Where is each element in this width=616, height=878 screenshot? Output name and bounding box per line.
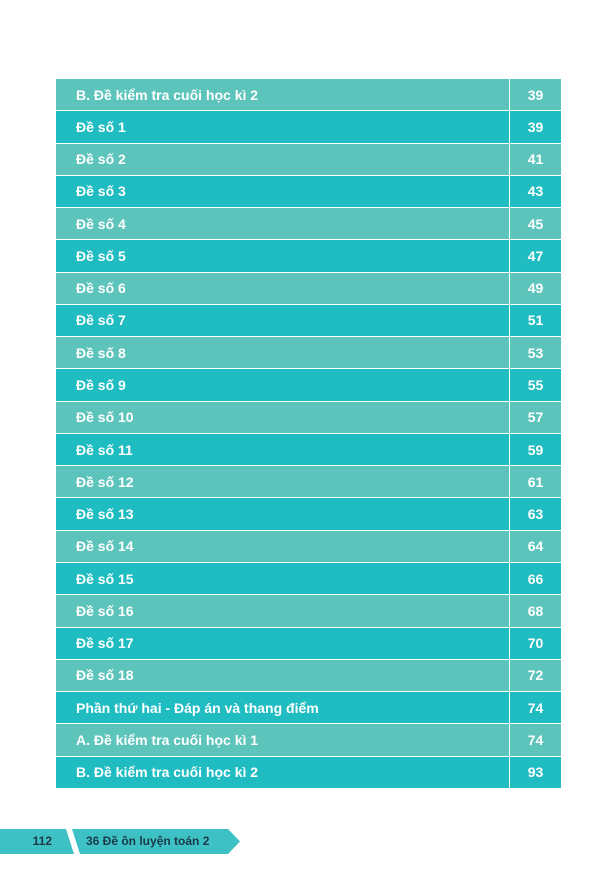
page-ref: 74 — [509, 723, 562, 757]
toc-row: Đề số 5 47 — [55, 239, 562, 273]
page-ref: 43 — [509, 174, 562, 209]
toc-row: Đề số 16 68 — [55, 594, 562, 628]
toc-row: A. Đề kiểm tra cuối học kì 1 74 — [55, 723, 562, 757]
entry-title: Đề số 5 — [55, 239, 510, 273]
toc-row: Đề số 15 66 — [55, 561, 562, 596]
entry-title: Đề số 14 — [55, 529, 510, 563]
toc-row: Đề số 4 45 — [55, 207, 562, 241]
page-ref: 49 — [509, 271, 562, 305]
entry-title: Đề số 11 — [55, 432, 510, 467]
page-ref: 55 — [509, 368, 562, 402]
entry-title: Đề số 18 — [55, 658, 510, 693]
page-ref: 41 — [509, 142, 562, 176]
toc-row: Đề số 8 53 — [55, 336, 562, 370]
toc-row: Phần thứ hai - Đáp án và thang điểm 74 — [55, 691, 562, 725]
toc-row: Đề số 7 51 — [55, 303, 562, 338]
page-ref: 57 — [509, 400, 562, 434]
toc-row: Đề số 2 41 — [55, 142, 562, 176]
page-ref: 68 — [509, 594, 562, 628]
toc-row: Đề số 14 64 — [55, 529, 562, 563]
entry-title: Đề số 10 — [55, 400, 510, 434]
page-number: 112 — [33, 834, 53, 848]
entry-title: Đề số 1 — [55, 110, 510, 144]
page-ref: 63 — [509, 497, 562, 531]
entry-title: Đề số 4 — [55, 207, 510, 241]
toc-row: Đề số 17 70 — [55, 626, 562, 660]
page-ref: 53 — [509, 336, 562, 370]
toc-row: Đề số 9 55 — [55, 368, 562, 402]
entry-title: Đề số 15 — [55, 561, 510, 596]
page-ref: 66 — [509, 561, 562, 596]
toc-row: Đề số 1 39 — [55, 110, 562, 144]
toc-row: Đề số 12 61 — [55, 465, 562, 499]
page-number-tab — [0, 829, 74, 854]
entry-title: Đề số 9 — [55, 368, 510, 402]
toc-row: Đề số 11 59 — [55, 432, 562, 467]
entry-title: Đề số 2 — [55, 142, 510, 176]
page-ref: 72 — [509, 658, 562, 693]
book-title: 36 Đề ôn luyện toán 2 — [86, 834, 210, 848]
entry-title: Đề số 12 — [55, 465, 510, 499]
entry-title: Đề số 3 — [55, 174, 510, 209]
toc-row: B. Đề kiểm tra cuối học kì 2 93 — [55, 755, 562, 789]
toc-row: Đề số 10 57 — [55, 400, 562, 434]
entry-title: Đề số 13 — [55, 497, 510, 531]
entry-title: B. Đề kiểm tra cuối học kì 2 — [55, 77, 510, 112]
entry-title: A. Đề kiểm tra cuối học kì 1 — [55, 723, 510, 757]
page-ref: 39 — [509, 77, 562, 112]
toc-row: Đề số 13 63 — [55, 497, 562, 531]
page-ref: 93 — [509, 755, 562, 789]
page-ref: 39 — [509, 110, 562, 144]
page-ref: 74 — [509, 691, 562, 725]
page-ref: 59 — [509, 432, 562, 467]
entry-title: B. Đề kiểm tra cuối học kì 2 — [55, 755, 510, 789]
page-ref: 51 — [509, 303, 562, 338]
footer: 112 36 Đề ôn luyện toán 2 — [0, 829, 240, 854]
entry-title: Đề số 8 — [55, 336, 510, 370]
page-ref: 61 — [509, 465, 562, 499]
entry-title: Đề số 17 — [55, 626, 510, 660]
entry-title: Phần thứ hai - Đáp án và thang điểm — [55, 691, 510, 725]
page-ref: 70 — [509, 626, 562, 660]
toc-row: Đề số 18 72 — [55, 658, 562, 693]
toc-row: Đề số 6 49 — [55, 271, 562, 305]
toc-row: Đề số 3 43 — [55, 174, 562, 209]
toc-row: B. Đề kiểm tra cuối học kì 2 39 — [55, 77, 562, 112]
toc-table: B. Đề kiểm tra cuối học kì 2 39 Đề số 1 39 Đ… — [55, 77, 562, 789]
page-ref: 47 — [509, 239, 562, 273]
page-ref: 45 — [509, 207, 562, 241]
entry-title: Đề số 6 — [55, 271, 510, 305]
entry-title: Đề số 16 — [55, 594, 510, 628]
title-tab — [72, 829, 240, 854]
entry-title: Đề số 7 — [55, 303, 510, 338]
page-ref: 64 — [509, 529, 562, 563]
